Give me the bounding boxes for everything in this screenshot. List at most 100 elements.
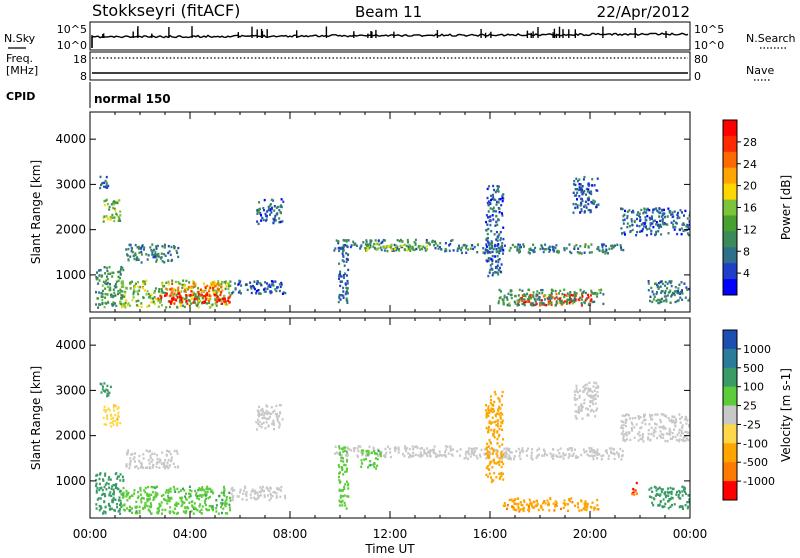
heatmap-cell <box>416 446 419 450</box>
heatmap-cell <box>608 447 611 450</box>
heatmap-cell <box>106 203 109 206</box>
heatmap-cell <box>532 500 535 504</box>
heatmap-cell <box>461 246 464 249</box>
colorbar-swatch <box>723 167 737 184</box>
heatmap-cell <box>217 280 220 283</box>
heatmap-cell <box>176 487 179 491</box>
heatmap-cell <box>342 244 345 247</box>
heatmap-cell <box>583 301 586 305</box>
heatmap-cell <box>687 505 690 508</box>
heatmap-cell <box>347 253 350 256</box>
heatmap-cell <box>252 490 255 493</box>
heatmap-cell <box>496 271 499 274</box>
heatmap-cell <box>489 243 492 246</box>
heatmap-cell <box>433 451 436 455</box>
heatmap-cell <box>157 506 160 510</box>
heatmap-cell <box>338 249 341 253</box>
heatmap-cell <box>200 495 203 498</box>
heatmap-cell <box>650 222 653 225</box>
heatmap-cell <box>568 294 571 297</box>
heatmap-cell <box>489 422 492 425</box>
heatmap-cell <box>128 243 131 247</box>
heatmap-cell <box>343 264 346 267</box>
heatmap-cell <box>617 452 620 456</box>
colorbar-swatch <box>723 330 737 350</box>
heatmap-cell <box>583 205 586 208</box>
heatmap-cell <box>278 217 281 220</box>
heatmap-cell <box>628 417 631 420</box>
heatmap-cell <box>379 454 382 458</box>
heatmap-cell <box>150 293 153 296</box>
heatmap-cell <box>117 415 120 418</box>
heatmap-cell <box>525 449 528 453</box>
heatmap-cell <box>555 504 558 507</box>
heatmap-cell <box>221 302 224 305</box>
heatmap-cell <box>211 287 214 290</box>
heatmap-cell <box>155 260 158 263</box>
heatmap-cell <box>214 298 217 302</box>
heatmap-cell <box>348 448 351 451</box>
heatmap-cell <box>346 455 349 458</box>
heatmap-cell <box>156 507 159 510</box>
heatmap-cell <box>542 501 545 505</box>
heatmap-cell <box>259 212 262 215</box>
heatmap-cell <box>113 404 116 407</box>
heatmap-cell <box>660 433 663 436</box>
heatmap-cell <box>579 197 582 201</box>
heatmap-cell <box>107 394 110 397</box>
heatmap-cell <box>518 300 521 303</box>
heatmap-cell <box>257 292 260 295</box>
heatmap-cell <box>146 258 149 261</box>
heatmap-cell <box>687 287 690 291</box>
heatmap-cell <box>486 240 489 243</box>
heatmap-cell <box>596 451 599 454</box>
y-tick-label: 4000 <box>55 132 86 146</box>
heatmap-cell <box>344 470 347 473</box>
heatmap-cell <box>254 489 257 492</box>
heatmap-cell <box>460 248 463 252</box>
heatmap-cell <box>242 492 245 495</box>
heatmap-cell <box>674 424 677 427</box>
heatmap-cell <box>488 243 491 247</box>
heatmap-cell <box>591 184 594 187</box>
heatmap-cell <box>644 218 647 222</box>
heatmap-cell <box>674 417 677 421</box>
heatmap-cell <box>502 303 505 306</box>
heatmap-cell <box>685 422 688 425</box>
heatmap-cell <box>104 474 107 477</box>
heatmap-cell <box>597 246 600 249</box>
heatmap-cell <box>251 488 254 491</box>
heatmap-cell <box>208 495 211 499</box>
heatmap-cell <box>612 451 615 455</box>
heatmap-cell <box>369 241 372 244</box>
heatmap-cell <box>544 294 547 297</box>
heatmap-cell <box>560 455 563 458</box>
heatmap-cell <box>436 244 439 247</box>
heatmap-cell <box>525 503 528 506</box>
heatmap-cell <box>497 259 500 262</box>
heatmap-cell <box>639 437 642 441</box>
y-tick-label: 4000 <box>55 338 86 352</box>
heatmap-cell <box>448 244 451 247</box>
heatmap-cell <box>573 247 576 250</box>
heatmap-cell <box>208 301 211 305</box>
heatmap-cell <box>649 224 652 227</box>
heatmap-cell <box>584 243 587 246</box>
heatmap-cell <box>467 452 470 456</box>
heatmap-cell <box>266 210 269 213</box>
heatmap-cell <box>107 478 110 481</box>
heatmap-cell <box>677 299 680 302</box>
heatmap-cell <box>653 498 656 501</box>
heatmap-cell <box>638 225 641 228</box>
heatmap-cell <box>383 239 386 242</box>
heatmap-cell <box>497 407 500 411</box>
heatmap-cell <box>594 450 597 454</box>
heatmap-cell <box>222 297 224 300</box>
heatmap-cell <box>444 249 447 252</box>
heatmap-cell <box>102 185 105 188</box>
heatmap-cell <box>110 203 113 206</box>
heatmap-cell <box>346 299 349 302</box>
heatmap-cell <box>523 507 526 510</box>
heatmap-cell <box>168 499 171 503</box>
heatmap-cell <box>339 284 342 288</box>
